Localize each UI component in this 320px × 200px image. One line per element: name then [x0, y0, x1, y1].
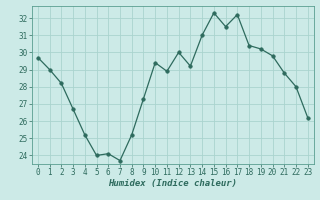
X-axis label: Humidex (Indice chaleur): Humidex (Indice chaleur): [108, 179, 237, 188]
